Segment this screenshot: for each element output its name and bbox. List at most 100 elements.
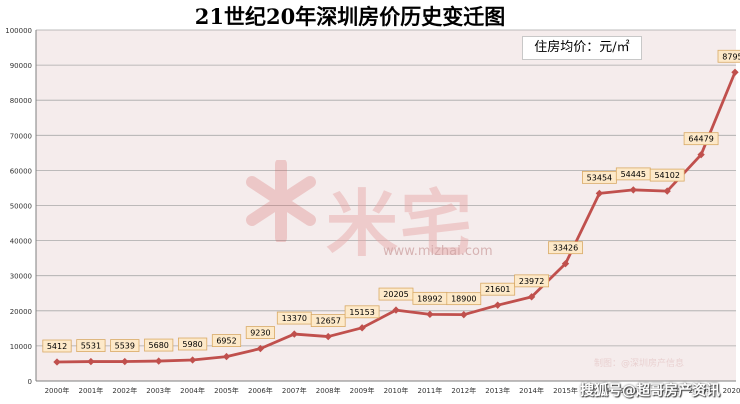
data-label: 9230 [250,329,270,338]
x-tick-label: 2008年 [316,386,341,395]
data-label-box [310,314,346,327]
x-tick-label: 2001年 [78,386,103,395]
data-label-box [144,338,174,352]
data-label: 20205 [383,290,408,299]
data-label: 54102 [654,171,679,180]
watermark-logo-icon [246,160,316,242]
data-label-box [480,282,516,296]
y-tick-label: 20000 [10,308,32,316]
data-point [527,293,536,301]
data-label: 18992 [417,294,442,303]
data-label: 23972 [519,277,544,286]
data-point [188,356,197,364]
data-label: 87957 [722,52,740,61]
data-label-box [683,132,719,146]
gridlines [36,29,736,382]
data-label: 15153 [349,308,374,317]
data-label: 54445 [621,170,646,179]
y-tick-label: 0 [28,378,32,386]
x-tick-label: 2017年 [621,386,646,395]
y-tick-label: 40000 [10,238,32,246]
data-point [222,352,231,361]
x-tick-label: 2020年 [723,386,740,395]
x-tick-label: 2015年 [553,386,578,395]
data-label-box [245,326,275,340]
data-label: 13370 [282,314,307,323]
x-tick-label: 2012年 [451,386,476,395]
data-point [256,344,265,353]
data-label-box [42,339,72,353]
y-tick-label: 70000 [10,132,32,140]
data-label: 12657 [315,317,340,326]
y-tick-label: 80000 [10,97,32,105]
x-tick-label: 2009年 [350,386,375,395]
data-point [629,186,637,194]
data-point [155,357,163,365]
data-label-box [177,337,208,351]
x-tick-label: 2016年 [587,386,612,395]
data-label: 5980 [182,340,202,349]
y-tick-label: 50000 [10,203,32,211]
data-label-box [649,168,685,182]
data-point [663,187,671,195]
source-watermark: 搜狐号@超哥房产资讯 [580,383,720,399]
data-label-box [76,339,106,352]
x-tick-label: 2018年 [655,386,680,395]
x-tick-label: 2010年 [384,386,409,395]
y-tick-label: 90000 [10,62,32,70]
data-point [561,259,570,268]
x-tick-label: 2003年 [146,386,171,395]
x-tick-label: 2002年 [112,386,137,395]
data-point [595,189,604,198]
data-label: 5539 [115,342,135,351]
data-label: 33426 [553,244,578,253]
data-label: 5531 [81,342,101,351]
x-tick-label: 2000年 [45,386,70,395]
data-point [290,330,298,338]
data-point [87,357,95,366]
y-tick-label: 60000 [10,167,32,175]
x-tick-label: 2013年 [485,386,510,395]
x-tick-label: 2014年 [519,386,544,395]
watermark-url: www.mizhai.com [383,244,493,259]
data-label: 5412 [47,342,67,351]
data-point [53,358,61,366]
data-label-box [344,305,380,319]
unit-label: 住房均价：元/㎡ [522,36,642,60]
y-tick-label: 30000 [10,273,32,281]
data-label: 21601 [485,285,510,294]
x-tick-label: 2006年 [248,386,273,395]
data-label-box [110,339,140,352]
x-tick-label: 2007年 [282,386,307,395]
chart-title: 21世纪20年深圳房价历史变迁图 [195,4,505,29]
chart-credit: 制图：@深圳房产信息 [594,359,685,369]
data-point [392,306,400,314]
data-label-box [514,274,549,288]
data-point [324,332,332,341]
data-label-box [211,334,242,347]
y-tick-label: 100000 [5,27,32,35]
x-tick-label: 2019年 [689,386,714,395]
data-point [697,151,705,159]
data-point [460,310,468,319]
data-point [358,324,366,332]
data-labels: 5412 5531 5539 5680 5980 6952 9230 13370 12657 15… [42,49,740,353]
axes: 0 10000 20000 30000 40000 50000 60000 70000 8000… [5,27,740,395]
watermark-brand: 米宅 [326,182,475,266]
y-tick-label: 10000 [10,343,32,351]
data-point [426,310,434,319]
data-label: 53454 [587,173,612,182]
data-label-box [717,49,740,63]
data-label: 5680 [149,341,169,350]
series-line-layer [53,68,739,366]
data-label: 64479 [688,135,713,144]
data-label-box [548,241,583,255]
data-label-box [446,292,482,306]
data-label: 18900 [451,295,476,304]
x-tick-label: 2004年 [180,386,205,395]
x-tick-label: 2011年 [417,386,442,395]
data-point [494,301,502,309]
x-tick-label: 2005年 [214,386,239,395]
